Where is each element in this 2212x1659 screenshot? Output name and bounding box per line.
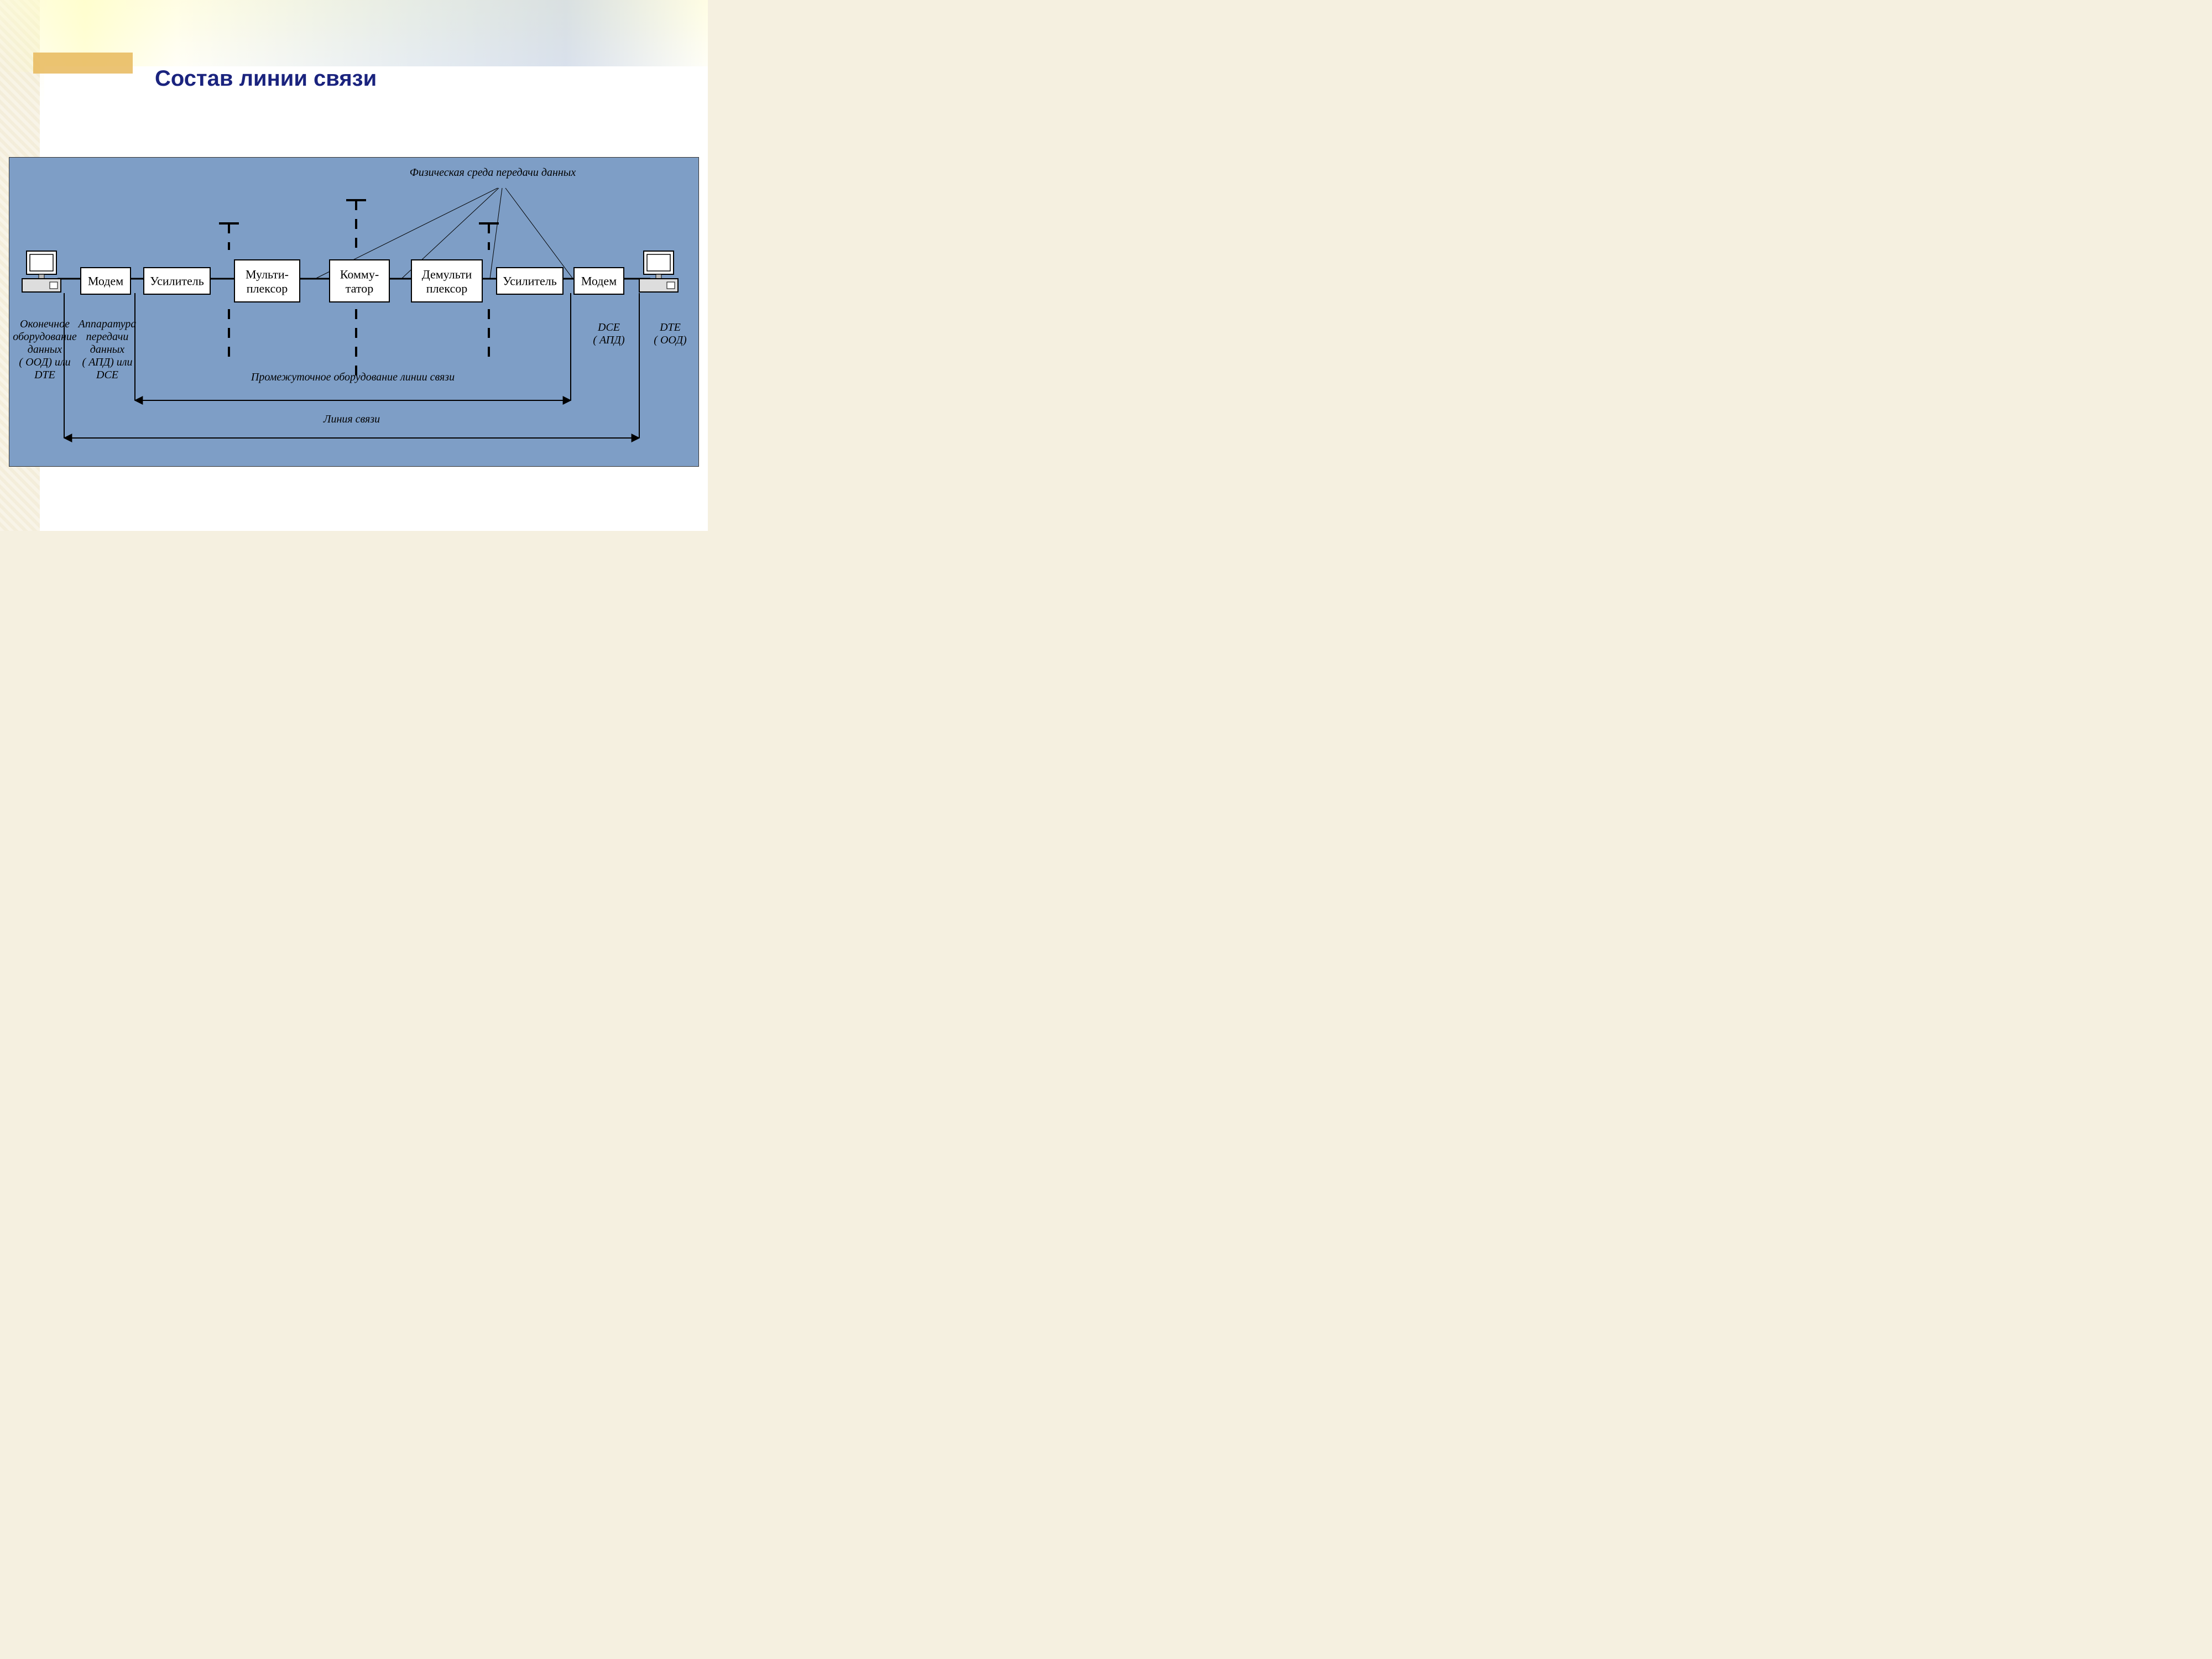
svg-text:Комму-татор: Комму-татор <box>340 268 379 295</box>
svg-text:Физическая среда передачи данн: Физическая среда передачи данных <box>410 166 576 179</box>
svg-text:Модем: Модем <box>88 274 123 288</box>
svg-text:Модем: Модем <box>581 274 617 288</box>
svg-text:Мульти-плексор: Мульти-плексор <box>246 268 289 295</box>
orange-decor-block <box>33 53 133 74</box>
page-title: Состав линии связи <box>155 66 377 91</box>
svg-text:Демультиплексор: Демультиплексор <box>422 268 472 295</box>
svg-text:Линия связи: Линия связи <box>323 413 380 425</box>
svg-text:Усилитель: Усилитель <box>150 274 204 288</box>
communication-line-diagram: Физическая среда передачи данных Модем Уси… <box>9 157 699 467</box>
svg-text:Промежуточное оборудование лин: Промежуточное оборудование линии связи <box>251 371 455 383</box>
svg-text:Усилитель: Усилитель <box>503 274 557 288</box>
